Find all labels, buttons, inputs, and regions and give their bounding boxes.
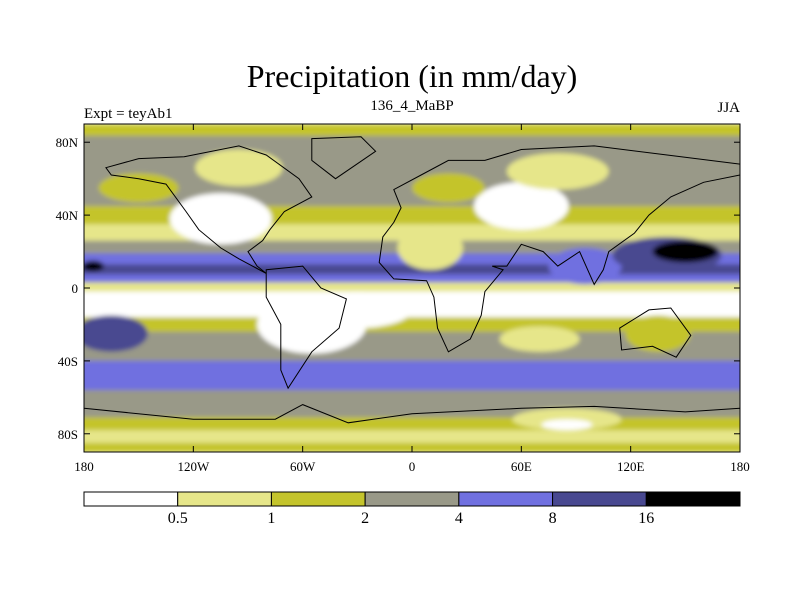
colorbar-label: 16 (638, 510, 654, 527)
y-tick-label: 40S (58, 354, 78, 369)
region-s-indian-light (499, 326, 580, 352)
x-tick-label: 120W (177, 459, 210, 474)
region-europe-light (412, 173, 485, 203)
colorbar-swatch (645, 491, 741, 507)
lat-band (84, 135, 740, 152)
colorbar-swatch (364, 491, 460, 507)
x-tick-label: 60W (290, 459, 316, 474)
region-e-pacific-itcz (84, 260, 105, 272)
coastline-south-america (265, 265, 347, 390)
colorbar-label: 2 (361, 510, 369, 527)
coastlines (84, 136, 740, 452)
lat-band (84, 282, 740, 293)
time-label: 136_4_MaBP (370, 98, 453, 114)
experiment-label: Expt = teyAb1 (84, 106, 172, 122)
x-axis: 180 120W 60W 0 60E 120E 180 (74, 124, 750, 474)
lat-band (84, 303, 740, 318)
x-tick-label: 180 (730, 459, 750, 474)
lat-band (84, 417, 740, 431)
precipitation-fill (84, 124, 740, 452)
coastline-antarctica (84, 404, 740, 452)
region-n-america-west-dry (169, 193, 272, 245)
coastline-greenland (311, 136, 377, 180)
region-n-pacific-light (98, 173, 179, 203)
lat-band (84, 151, 740, 171)
colorbar-swatch (270, 491, 366, 507)
region-sahara-dry (397, 226, 464, 270)
colorbar-swatch (177, 491, 272, 507)
colorbar-label: 0.5 (168, 510, 188, 527)
region-s-pacific-wet (84, 315, 148, 352)
colorbar-legend: 0.5 1 2 4 8 16 (83, 491, 741, 527)
region-central-asia-dry (473, 182, 569, 230)
colorbar-label: 8 (549, 510, 557, 527)
lat-band (84, 124, 740, 137)
coastline-north-america (105, 145, 313, 274)
region-s-atlantic-dry (302, 291, 413, 329)
lat-band (84, 264, 740, 275)
lat-band (84, 274, 740, 284)
y-tick-label: 80S (58, 427, 78, 442)
y-tick-label: 0 (72, 281, 79, 296)
y-tick-label: 40N (56, 208, 79, 223)
x-tick-label: 180 (74, 459, 94, 474)
x-tick-label: 120E (617, 459, 645, 474)
region-australia-dry (625, 315, 691, 352)
colorbar-swatch (552, 491, 647, 507)
colorbar-label: 1 (267, 510, 275, 527)
region-south-asia-wet (548, 247, 622, 285)
fill-blur-group (84, 124, 740, 452)
lat-band (84, 430, 740, 444)
lat-band (84, 317, 740, 333)
coastline-eurasia-africa (378, 145, 740, 353)
colorbar-label: 4 (455, 510, 463, 527)
chart-title: Precipitation (in mm/day) (247, 58, 578, 94)
lat-band (84, 404, 740, 418)
lat-band (84, 390, 740, 406)
region-siberia-light (506, 153, 609, 190)
x-tick-label: 60E (511, 459, 532, 474)
y-tick-label: 80N (56, 135, 79, 150)
map-field (84, 124, 740, 452)
region-antarctic-dry (541, 419, 593, 431)
region-n-america-north-light (195, 149, 283, 186)
y-axis: 80N 40N 0 40S 80S (56, 135, 740, 442)
lat-band (84, 291, 740, 304)
coastline-australia (619, 307, 692, 358)
colorbar-swatch (458, 491, 554, 507)
lat-band (84, 360, 740, 376)
lat-band (84, 346, 740, 362)
x-tick-label: 0 (409, 459, 416, 474)
colorbar-swatch (83, 491, 179, 507)
region-w-pacific-core (652, 240, 719, 263)
region-s-ocean-wet (339, 368, 449, 391)
season-label: JJA (717, 100, 740, 116)
